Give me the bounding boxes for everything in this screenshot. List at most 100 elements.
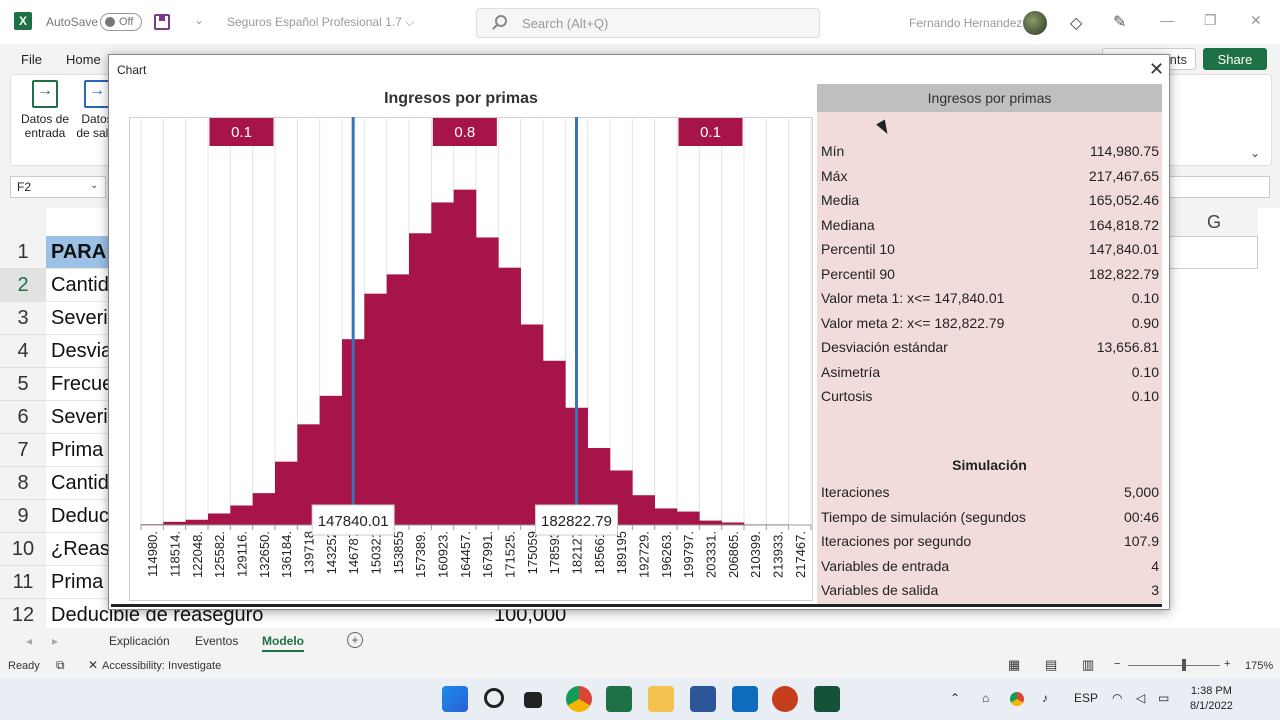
share-button[interactable]: Share [1203,48,1267,70]
maximize-icon[interactable]: ❐ [1204,12,1217,28]
status-bar: Ready ⧉ ✕ Accessibility: Investigate ▦ ▤… [0,654,1280,678]
tab-modelo[interactable]: Modelo [262,634,304,652]
usb-icon[interactable]: ⌂ [982,691,990,705]
zoom-out-icon[interactable]: − [1114,658,1121,670]
cell-a[interactable]: Prima [46,434,126,467]
cell-a[interactable]: Severi [46,302,126,335]
powerpoint-icon[interactable] [772,686,798,712]
page-break-icon[interactable]: ▥ [1082,657,1095,672]
pen-icon[interactable]: ✎ [1113,14,1127,31]
input-language[interactable]: ESP [1074,691,1099,705]
x-tick-label: 143252 [324,531,339,574]
cell-a[interactable]: Severi [46,401,126,434]
cell-a[interactable]: Cantid [46,269,126,302]
cell-g1[interactable] [1170,236,1258,269]
histogram-bar [543,360,566,525]
select-all-corner[interactable] [0,208,46,236]
add-sheet-icon[interactable]: + [347,632,363,648]
x-tick-label: 129116. [235,531,250,577]
volume-icon[interactable]: ◁ [1136,691,1146,705]
stat-row: Desviación estándar 13,656.81 [821,335,1159,359]
name-box-chevron-icon[interactable]: ⌄ [90,180,99,191]
task-view-icon[interactable] [524,692,542,708]
word-icon[interactable] [690,686,716,712]
tab-explicacion[interactable]: Explicación [109,634,170,648]
wifi-icon[interactable]: ◠ [1112,691,1123,705]
formula-input[interactable] [1168,176,1270,198]
excel-taskbar-icon[interactable] [606,686,632,712]
marker-value-label: 182822.79 [541,513,612,530]
dialog-content: Ingresos por primas 114980. 118514. 122048… [111,84,1162,607]
stat-row: Curtosis 0.10 [821,384,1159,408]
file-explorer-icon[interactable] [648,686,674,712]
avatar[interactable] [1023,11,1047,35]
autosave-label: AutoSave [46,15,99,29]
premium-icon[interactable]: ◇ [1070,15,1083,32]
cell-a[interactable]: ¿Reas [46,533,126,566]
sim-stat-row: Variables de salida 3 [821,578,1159,602]
row-header[interactable]: 11 [0,566,46,599]
cell-a[interactable]: Prima [46,566,126,599]
cell-a[interactable]: Cantid [46,467,126,500]
customize-qat-icon[interactable]: ⌄ [194,13,205,27]
zoom-in-icon[interactable]: + [1224,658,1231,670]
accessibility-status[interactable]: Accessibility: Investigate [102,660,222,672]
cell-a[interactable]: Deduc [46,500,126,533]
prev-sheet-icon[interactable]: ◂ [26,634,33,648]
row-header[interactable]: 3 [0,302,46,335]
tray-chevron-icon[interactable]: ⌃ [950,691,961,705]
datos-entrada-button[interactable]: Datos de entrada [15,80,75,140]
tab-eventos[interactable]: Eventos [195,634,239,648]
zoom-slider-knob[interactable] [1182,659,1186,671]
microphone-icon[interactable]: ♪ [1042,691,1048,705]
row-header[interactable]: 2 [0,269,46,302]
row-header[interactable]: 9 [0,500,46,533]
window-close-icon[interactable]: ✕ [1250,12,1262,28]
search-placeholder: Search (Alt+Q) [522,15,609,31]
chrome-icon[interactable] [566,686,592,712]
stat-value: 0.10 [1131,290,1159,306]
x-tick-label: 206865. [726,531,741,578]
stat-label: Asimetría [821,363,881,380]
outlook-icon[interactable] [732,686,758,712]
sim-stat-value: 00:46 [1123,508,1159,525]
cell-a[interactable]: Desvia [46,335,126,368]
zoom-level[interactable]: 175% [1245,660,1274,672]
minimize-icon[interactable]: — [1160,12,1174,28]
row-header[interactable]: 12 [0,599,46,632]
next-sheet-icon[interactable]: ▸ [52,634,59,648]
row-header[interactable]: 5 [0,368,46,401]
row-header[interactable]: 4 [0,335,46,368]
document-title[interactable]: Seguros Español Profesional 1.7 ⌵ [227,15,415,29]
name-box[interactable]: F2 [10,176,106,198]
cell-a[interactable]: Frecue [46,368,126,401]
page-layout-icon[interactable]: ▤ [1045,657,1058,672]
column-header-g[interactable]: G [1170,208,1258,236]
row-header[interactable]: 8 [0,467,46,500]
row-header[interactable]: 1 [0,236,46,269]
row-header[interactable]: 6 [0,401,46,434]
chart-dialog: Chart ✕ Ingresos por primas 114980. 11851… [108,54,1170,610]
save-icon[interactable] [154,14,170,30]
battery-icon[interactable]: ▭ [1158,691,1170,705]
menu-file[interactable]: File [21,52,42,67]
search-input[interactable]: Search (Alt+Q) [476,8,820,38]
windows-start-icon[interactable] [442,686,468,712]
row-header[interactable]: 7 [0,434,46,467]
row-header[interactable]: 10 [0,533,46,566]
menu-home[interactable]: Home [66,52,101,67]
zoom-slider[interactable] [1128,665,1220,666]
x-tick-label: 164457. [458,531,473,578]
app-icon[interactable] [814,686,840,712]
stat-label: Percentil 90 [821,265,895,282]
taskbar-search-icon[interactable] [484,688,504,708]
normal-view-icon[interactable]: ▦ [1008,657,1021,672]
sim-stat-label: Iteraciones [821,484,890,500]
tray-chrome-icon[interactable] [1010,692,1024,706]
dialog-close-icon[interactable]: ✕ [1149,59,1165,79]
autosave-toggle[interactable]: Off [100,13,142,31]
ribbon-collapse-icon[interactable]: ⌄ [1250,146,1261,160]
clock[interactable]: 1:38 PM 8/1/2022 [1190,684,1233,714]
macro-icon[interactable]: ⧉ [56,658,65,672]
datos-salida-button[interactable]: Datos de salid [67,80,127,140]
